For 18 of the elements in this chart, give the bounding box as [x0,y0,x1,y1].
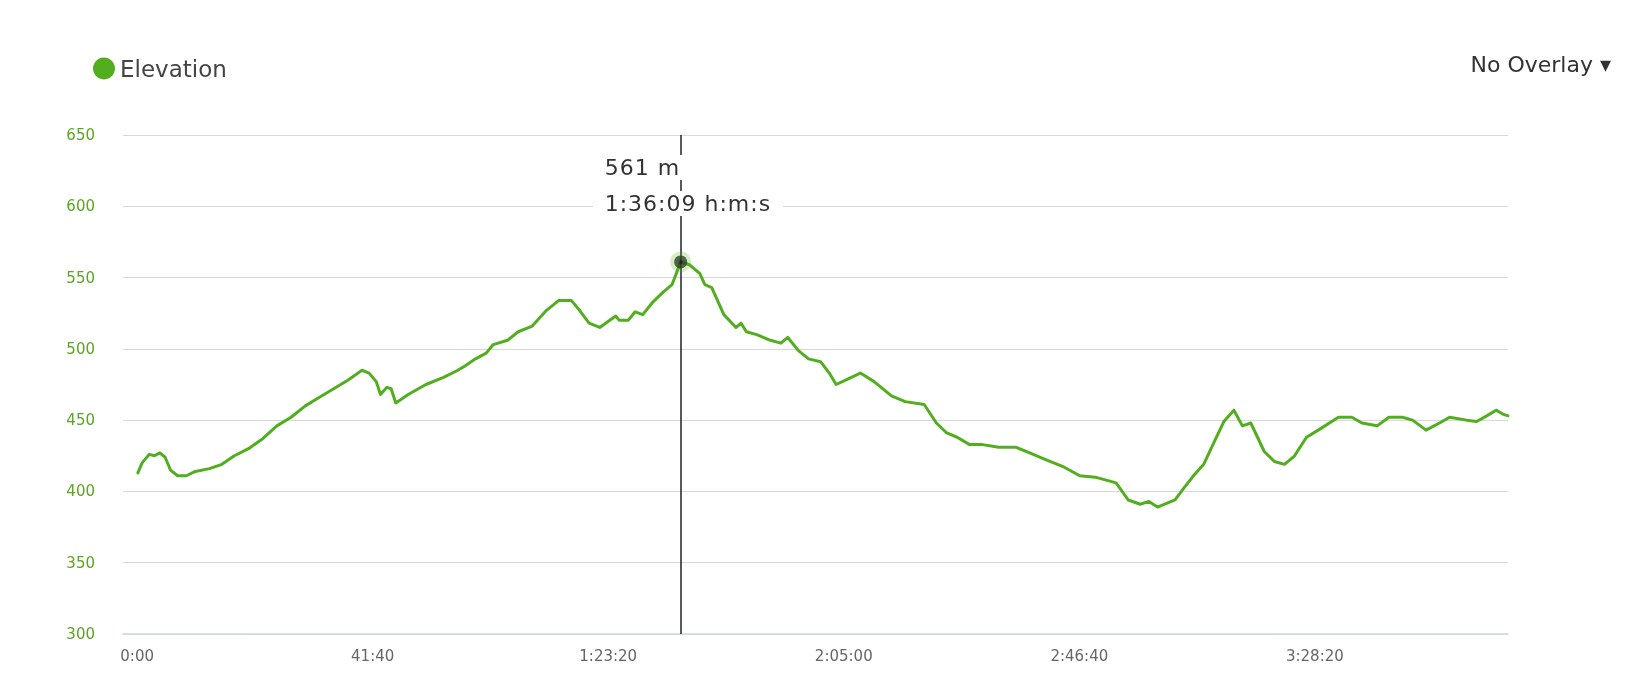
y-tick-label: 650 [66,126,95,144]
y-tick-label: 500 [66,339,95,358]
annotation: 1:36:09 h:m:s [592,191,784,216]
y-tick-label: 350 [66,553,95,572]
x-tick-label: 1:23:20 [579,646,638,665]
x-tick-label: 3:28:20 [1285,646,1344,665]
legend-label: Elevation [120,55,227,82]
x-tick-label: 41:40 [351,646,395,665]
y-tick-label: 450 [66,411,95,430]
y-tick-label: 400 [66,482,95,501]
annotation: 561 m [592,155,693,180]
x-tick-label: 2:05:00 [814,646,873,665]
y-tick-label: 300 [66,625,95,643]
y-tick-label: 550 [66,268,95,287]
text: No Overlay ▾ [1470,52,1611,77]
x-tick-label: 0:00 [120,646,154,665]
y-tick-label: 600 [66,197,95,216]
x-tick-label: 2:46:40 [1050,646,1109,665]
